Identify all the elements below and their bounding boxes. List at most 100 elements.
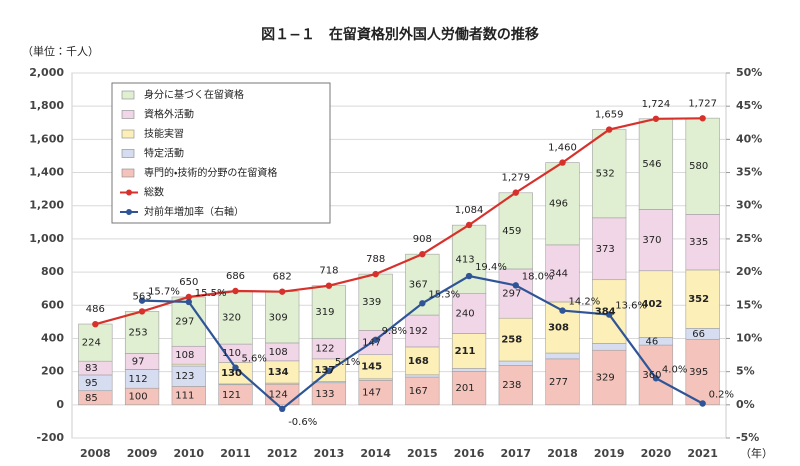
data-label: 1,727 <box>688 98 717 109</box>
line-point <box>699 400 706 407</box>
data-label: 121 <box>222 390 241 401</box>
bar-segment <box>498 192 533 270</box>
data-label: 329 <box>596 373 615 384</box>
bar-segment <box>78 323 113 362</box>
line-point <box>279 288 286 295</box>
data-label: 168 <box>408 356 429 367</box>
line-point <box>185 293 192 301</box>
data-label: 95 <box>85 378 98 389</box>
data-label: 46 <box>646 336 659 347</box>
y-axis-label: （単位：千人） <box>22 44 99 58</box>
y-tick-label: 0 <box>56 398 64 411</box>
line-point <box>559 159 566 166</box>
data-label: 373 <box>596 244 615 255</box>
legend-label: 技能実習 <box>144 127 184 140</box>
bar-segment <box>685 214 720 271</box>
y2-tick-label: 5% <box>736 365 755 378</box>
legend-label: 資格外活動 <box>144 108 194 121</box>
data-label: 320 <box>222 313 241 324</box>
legend-swatch <box>121 90 135 100</box>
data-label: 367 <box>409 280 428 291</box>
data-label: 402 <box>641 299 662 310</box>
data-label: 108 <box>269 347 288 358</box>
line-point <box>559 307 566 314</box>
data-label: 15.3% <box>428 289 460 300</box>
bar-segment <box>498 317 533 362</box>
bar-segment <box>405 376 440 406</box>
y2-tick-label: 25% <box>736 232 762 245</box>
data-label: 122 <box>315 344 334 355</box>
y-tick-label: 600 <box>41 298 64 311</box>
data-label: 85 <box>85 393 98 404</box>
bar-segment <box>545 352 580 360</box>
data-label: -0.6% <box>288 417 317 428</box>
y2-tick-label: 50% <box>736 66 762 79</box>
data-label: 1,724 <box>642 99 671 110</box>
line-point <box>279 405 286 412</box>
data-label: 335 <box>689 237 708 248</box>
data-label: 137 <box>314 365 335 376</box>
y-tick-label: 200 <box>41 365 64 378</box>
data-label: 100 <box>129 392 148 403</box>
x-tick-label: 2016 <box>454 447 485 460</box>
data-label: 124 <box>269 390 288 401</box>
line-point <box>419 300 426 307</box>
bar-segment <box>685 117 720 215</box>
line-point <box>138 308 146 315</box>
legend-label: 専門的・技術的分野の在留資格 <box>144 166 277 179</box>
bar-segment <box>545 244 580 303</box>
x-tick-label: 2014 <box>360 447 391 460</box>
data-label: 253 <box>129 327 148 338</box>
line-point <box>512 189 519 196</box>
bar-segment <box>311 285 347 339</box>
line-point <box>232 287 239 295</box>
data-label: 277 <box>549 377 568 388</box>
line-point <box>419 250 426 258</box>
legend-label: 特定活動 <box>144 147 184 160</box>
bar-segment <box>685 338 720 406</box>
x-tick-label: 2010 <box>173 447 204 460</box>
bar-segment <box>545 162 580 246</box>
x-tick-label: 2017 <box>500 447 531 460</box>
y-tick-label: 1,000 <box>29 232 64 245</box>
legend-box <box>111 82 331 224</box>
data-label: 370 <box>642 235 661 246</box>
bar-segment <box>358 354 393 380</box>
legend-dot <box>126 209 132 215</box>
line-point <box>372 270 379 278</box>
line-point <box>92 320 99 328</box>
data-label: 413 <box>456 254 475 265</box>
legend-dot <box>126 189 132 196</box>
data-label: 309 <box>269 312 288 323</box>
data-label: 395 <box>689 367 708 378</box>
data-label: 682 <box>273 272 292 283</box>
data-label: 9.8% <box>382 326 407 337</box>
data-label: 238 <box>502 380 521 391</box>
bar-segment <box>451 368 487 372</box>
x-tick-label: 2018 <box>547 447 578 460</box>
data-label: 19.4% <box>475 262 507 273</box>
bar-segment <box>592 343 627 351</box>
x-tick-label: 2013 <box>314 447 345 460</box>
data-label: 546 <box>642 159 661 170</box>
y-tick-label: 800 <box>41 265 64 278</box>
data-label: 459 <box>502 226 521 237</box>
data-label: 5.6% <box>242 354 267 365</box>
data-label: 97 <box>132 356 145 367</box>
legend-swatch <box>121 168 135 178</box>
bar-segment <box>451 333 487 369</box>
bar-segment <box>358 330 393 356</box>
data-label: 686 <box>226 271 245 282</box>
line-point <box>512 282 519 289</box>
data-label: 496 <box>549 199 568 210</box>
x-tick-label: 2021 <box>687 447 718 460</box>
y-tick-label: 1,200 <box>29 199 64 212</box>
data-label: 134 <box>268 367 289 378</box>
line-point <box>652 115 660 122</box>
legend-swatch <box>121 129 135 139</box>
line-series <box>95 117 703 326</box>
x-tick-label: 2020 <box>641 447 672 460</box>
bar-segment <box>358 273 393 331</box>
line-point <box>606 126 613 133</box>
bar-segment <box>638 344 674 406</box>
